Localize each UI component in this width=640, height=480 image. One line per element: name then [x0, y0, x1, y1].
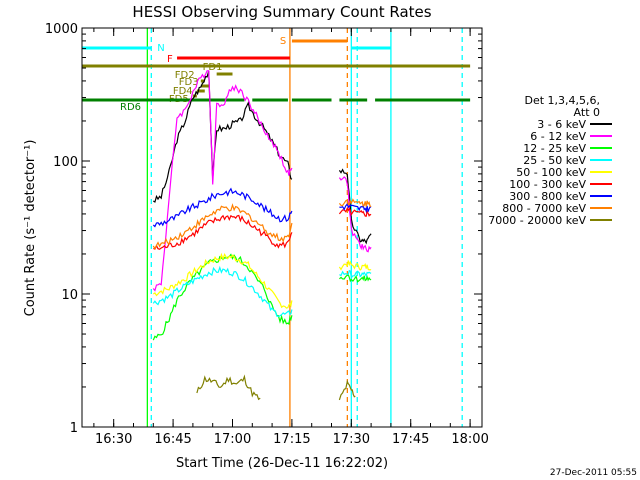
series-line-1 [152, 70, 372, 292]
legend-label-6: 300 - 800 keV [509, 190, 586, 203]
y-tick-label-2: 100 [53, 155, 78, 170]
series-line-8 [196, 374, 356, 401]
series-line-5 [153, 206, 372, 250]
x-axis-label: Start Time (26-Dec-11 16:22:02) [176, 456, 388, 471]
state-flag-label-fd2: FD2 [175, 70, 195, 81]
chart-title: HESSI Observing Summary Count Rates [132, 3, 431, 21]
legend-title-line-1: Det 1,3,4,5,6, [524, 94, 600, 107]
x-tick-label-2: 17:00 [214, 432, 251, 447]
series-line-7 [152, 198, 372, 250]
series-line-6 [152, 187, 372, 228]
legend-label-0: 3 - 6 keV [537, 118, 586, 131]
legend-label-8: 7000 - 20000 keV [488, 214, 586, 227]
state-flag-label-fd3: FD3 [179, 77, 199, 88]
x-tick-label-1: 16:45 [154, 432, 191, 447]
x-tick-label-6: 18:00 [451, 432, 488, 447]
legend-label-1: 6 - 12 keV [530, 130, 586, 143]
y-tick-label-0: 1 [70, 421, 78, 436]
state-flag-label-rd6: RD6 [120, 102, 141, 113]
x-tick-label-3: 17:15 [273, 432, 310, 447]
legend-label-2: 12 - 25 keV [523, 142, 586, 155]
series-line-4 [152, 252, 372, 309]
x-axis: 16:30 16:45 17:00 17:15 17:30 17:45 18:00 [93, 28, 489, 447]
plot-area: NFSFD1FD2FD3FD4FD5RD6 [82, 28, 471, 427]
legend-label-4: 50 - 100 keV [516, 166, 586, 179]
state-flag-label-s: S [280, 36, 286, 47]
x-tick-label-0: 16:30 [95, 432, 132, 447]
series-line-0 [152, 71, 372, 245]
legend-label-3: 25 - 50 keV [523, 154, 586, 167]
plot-frame [81, 27, 483, 428]
y-axis-label: Count Rate (s⁻¹ detector⁻¹) [23, 140, 38, 317]
state-flag-label-fd4: FD4 [173, 86, 193, 97]
legend-label-7: 800 - 7000 keV [502, 202, 586, 215]
x-tick-label-4: 17:30 [333, 432, 370, 447]
state-flag-label-n: N [157, 43, 164, 54]
y-tick-label-3: 1000 [45, 22, 78, 37]
series-line-2 [152, 253, 372, 341]
y-tick-label-1: 10 [61, 288, 78, 303]
legend-title-line-2: Att 0 [574, 106, 600, 119]
timestamp: 27-Dec-2011 05:55 [550, 468, 637, 478]
y-axis: 1 10 100 1000 [45, 22, 482, 436]
state-flag-label-f: F [167, 54, 173, 65]
legend-label-5: 100 - 300 keV [509, 178, 586, 191]
series-line-3 [152, 265, 372, 317]
x-tick-label-5: 17:45 [392, 432, 429, 447]
